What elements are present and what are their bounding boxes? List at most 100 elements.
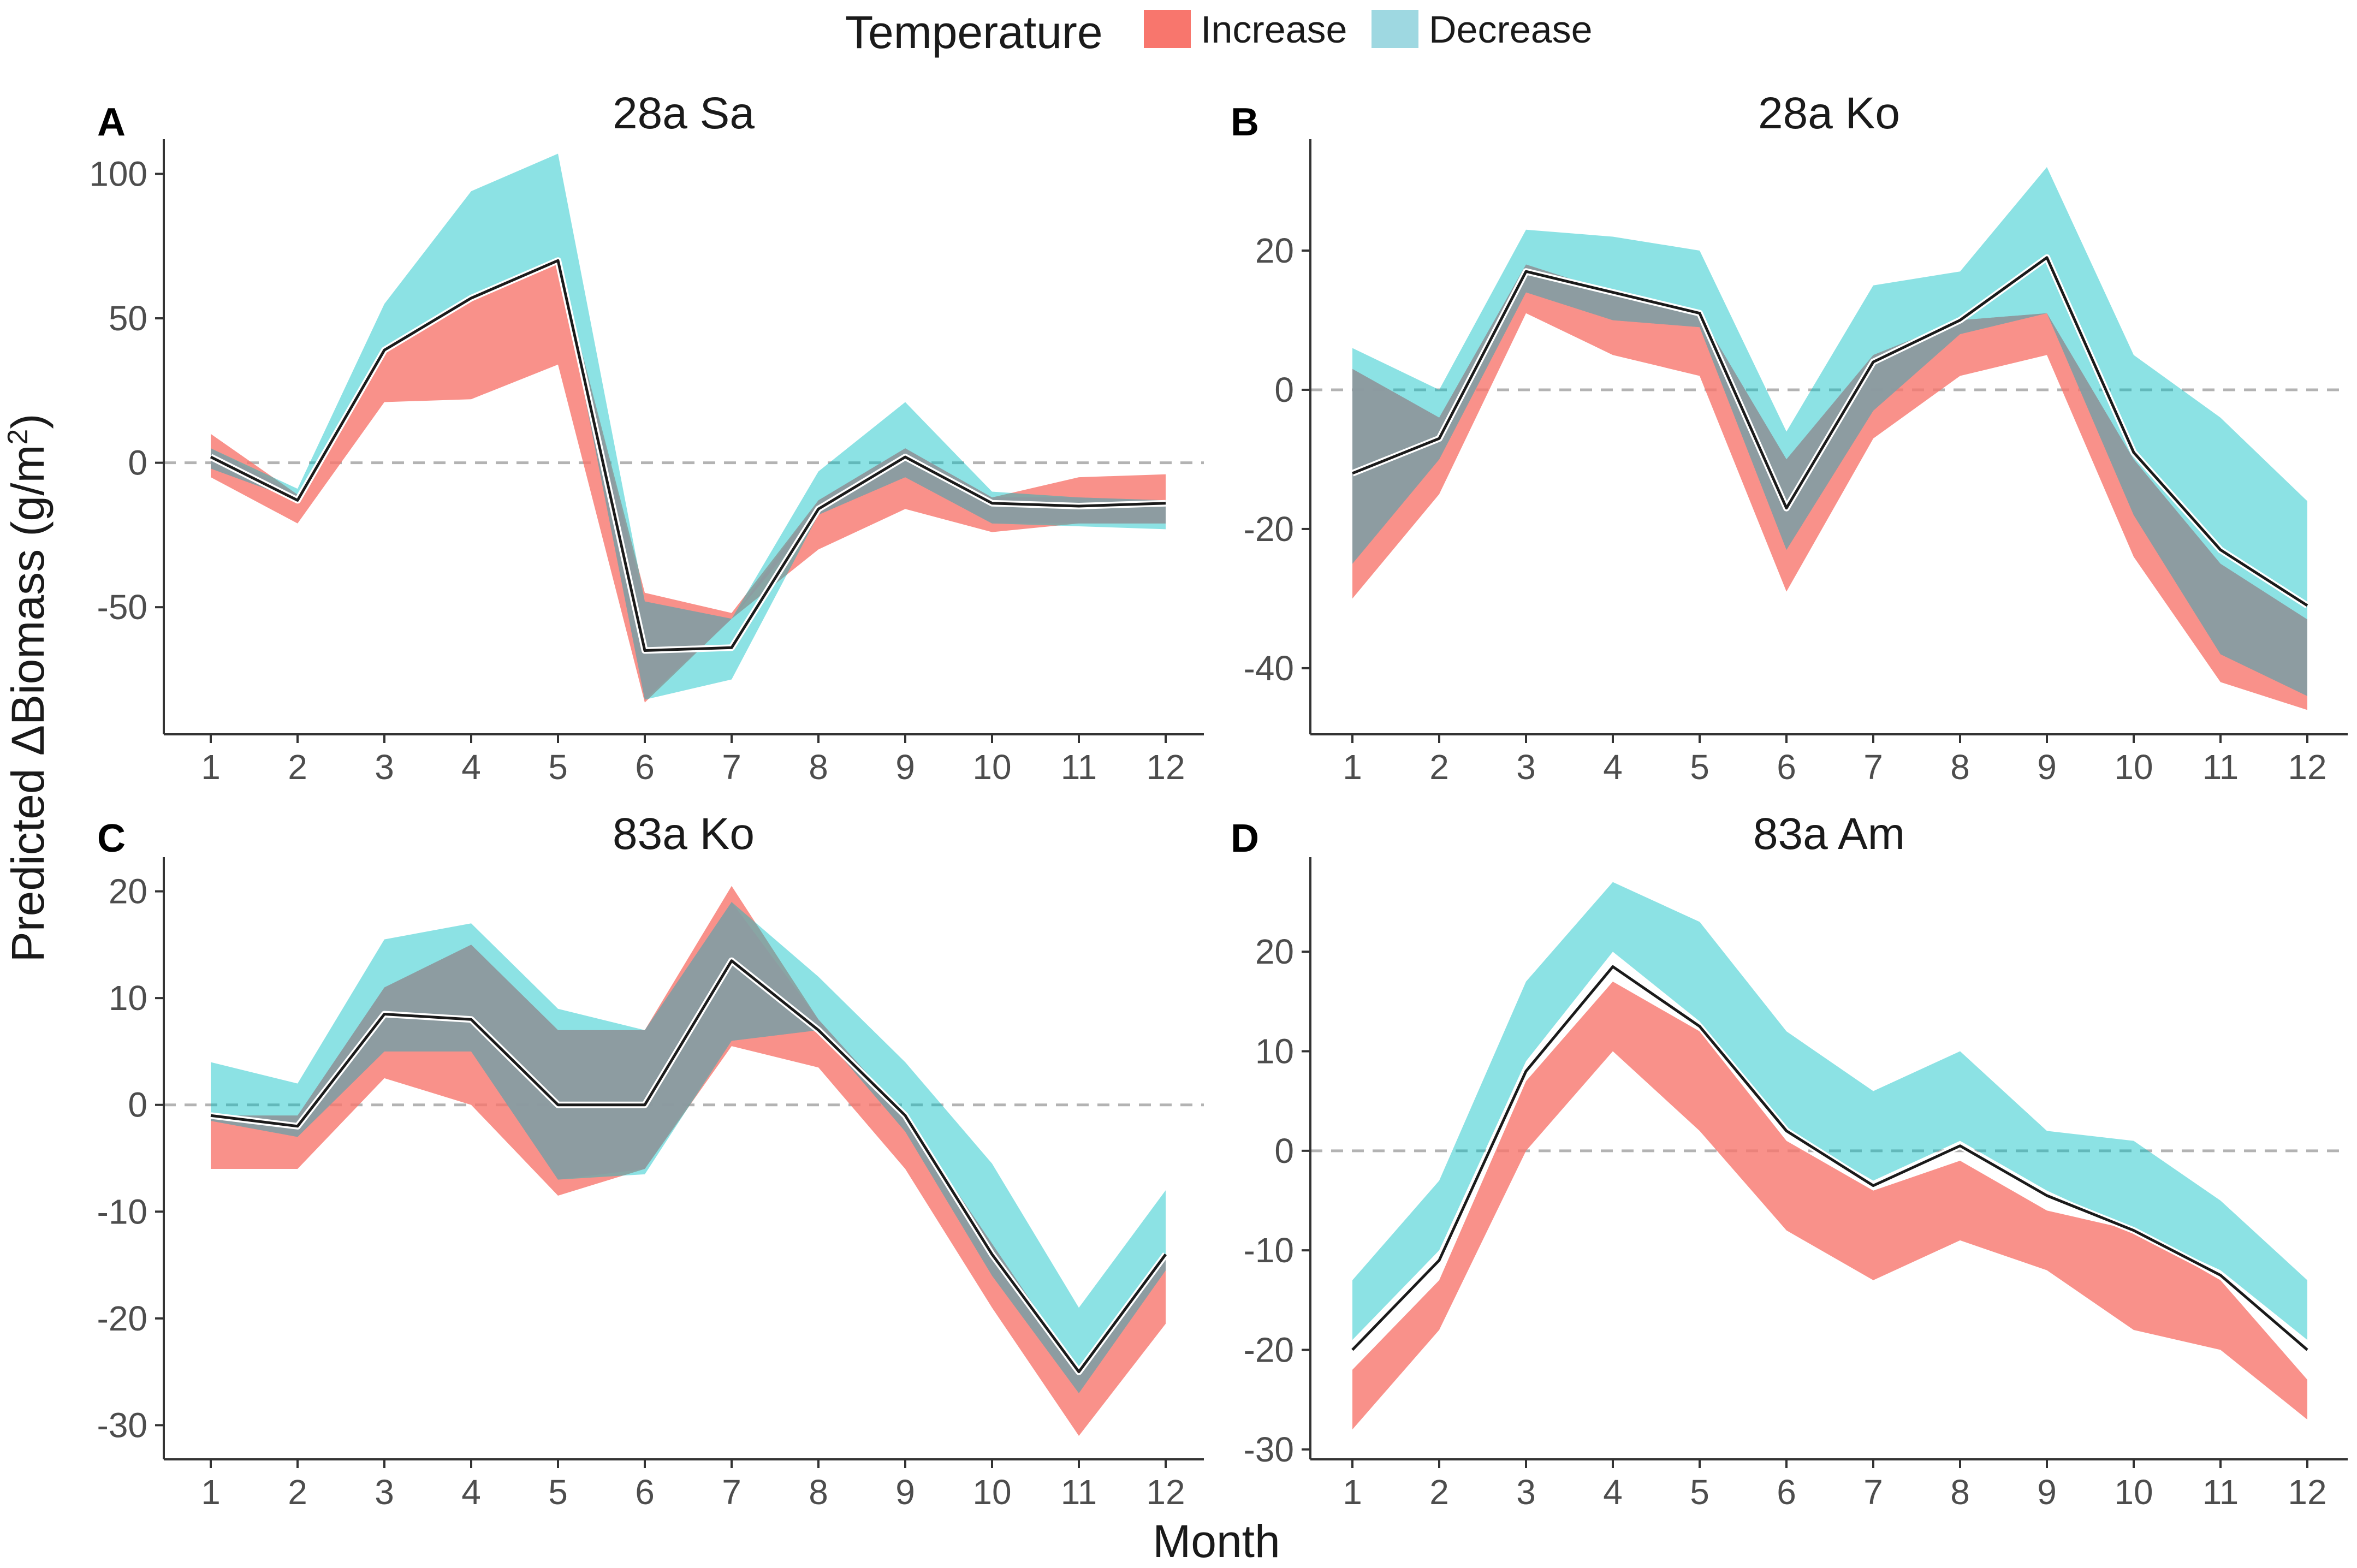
x-tick-label: 4 bbox=[1603, 747, 1623, 787]
ribbon-decrease bbox=[1352, 882, 2307, 1340]
x-tick-label: 2 bbox=[288, 747, 307, 787]
x-tick-label: 7 bbox=[1863, 1472, 1883, 1512]
x-tick-label: 3 bbox=[1516, 1472, 1536, 1512]
x-tick-label: 2 bbox=[288, 1472, 307, 1512]
mean-line bbox=[1351, 965, 2308, 1351]
x-tick-label: 5 bbox=[1690, 1472, 1709, 1512]
x-tick-label: 6 bbox=[635, 747, 655, 787]
panel-tag: B bbox=[1231, 100, 1259, 144]
legend-label-increase: Increase bbox=[1201, 8, 1347, 51]
x-tick-label: 11 bbox=[1061, 1472, 1097, 1512]
legend-swatch-increase bbox=[1144, 10, 1191, 48]
x-tick-label: 4 bbox=[461, 747, 481, 787]
x-tick-label: 6 bbox=[1777, 1472, 1796, 1512]
y-axis-title: Predicted ΔBiomass (g/m2) bbox=[2, 414, 54, 963]
y-tick-label: 0 bbox=[1274, 370, 1294, 409]
mean-line bbox=[210, 259, 1166, 652]
x-tick-label: 9 bbox=[895, 1472, 915, 1512]
y-tick-label: 0 bbox=[128, 443, 147, 483]
x-tick-label: 11 bbox=[2202, 747, 2239, 787]
x-tick-label: 9 bbox=[2037, 747, 2057, 787]
mean-line-halo bbox=[209, 257, 1166, 654]
x-tick-label: 9 bbox=[2037, 1472, 2057, 1512]
x-tick-label: 2 bbox=[1429, 747, 1449, 787]
panel-title: 83a Am bbox=[1753, 809, 1905, 859]
panel-title: 28a Ko bbox=[1758, 88, 1900, 138]
ribbon-increase bbox=[211, 260, 1166, 703]
x-tick-label: 6 bbox=[635, 1472, 655, 1512]
x-tick-label: 1 bbox=[201, 747, 221, 787]
x-tick-label: 1 bbox=[201, 1472, 221, 1512]
panel-tag: A bbox=[97, 100, 126, 144]
x-tick-label: 3 bbox=[375, 747, 394, 787]
panel-title: 28a Sa bbox=[613, 88, 755, 138]
legend-title: Temperature bbox=[845, 7, 1103, 58]
x-tick-label: 8 bbox=[809, 1472, 828, 1512]
y-tick-label: 0 bbox=[1274, 1131, 1294, 1171]
x-tick-label: 2 bbox=[1429, 1472, 1449, 1512]
ribbon-overlap bbox=[211, 260, 1166, 700]
y-tick-label: -20 bbox=[1244, 1330, 1295, 1369]
x-tick-label: 5 bbox=[548, 747, 568, 787]
x-tick-label: 4 bbox=[461, 1472, 481, 1512]
mean-line bbox=[1352, 256, 2308, 607]
y-tick-label: -10 bbox=[97, 1192, 148, 1231]
panel-tag: C bbox=[97, 817, 126, 860]
x-tick-label: 12 bbox=[1146, 1472, 1185, 1512]
legend: Temperature Increase Decrease bbox=[845, 7, 1593, 58]
y-tick-label: 10 bbox=[1255, 1032, 1294, 1071]
y-tick-label: 20 bbox=[109, 872, 147, 911]
x-tick-label: 4 bbox=[1603, 1472, 1623, 1512]
x-tick-label: 10 bbox=[2114, 747, 2153, 787]
ribbon-overlap bbox=[211, 902, 1166, 1393]
x-tick-label: 1 bbox=[1343, 747, 1362, 787]
y-tick-label: 50 bbox=[109, 299, 147, 338]
x-tick-label: 7 bbox=[722, 1472, 741, 1512]
x-tick-label: 8 bbox=[1950, 1472, 1970, 1512]
y-tick-label: -20 bbox=[97, 1299, 148, 1338]
x-tick-label: 5 bbox=[1690, 747, 1709, 787]
x-tick-label: 11 bbox=[2202, 1472, 2239, 1512]
y-tick-label: -50 bbox=[97, 587, 148, 627]
x-tick-label: 6 bbox=[1777, 747, 1796, 787]
y-tick-label: 0 bbox=[128, 1085, 147, 1125]
x-tick-label: 10 bbox=[2114, 1472, 2153, 1512]
legend-label-decrease: Decrease bbox=[1429, 8, 1593, 51]
y-tick-label: -20 bbox=[1244, 509, 1295, 549]
x-tick-label: 1 bbox=[1343, 1472, 1362, 1512]
x-tick-label: 12 bbox=[2288, 1472, 2326, 1512]
x-tick-label: 10 bbox=[972, 747, 1011, 787]
x-tick-label: 8 bbox=[809, 747, 828, 787]
x-axis-title: Month bbox=[1153, 1516, 1280, 1567]
panel-tag: D bbox=[1231, 817, 1259, 860]
ribbon-decrease bbox=[211, 153, 1166, 700]
x-tick-label: 3 bbox=[375, 1472, 394, 1512]
x-tick-label: 3 bbox=[1516, 747, 1536, 787]
y-tick-label: 100 bbox=[89, 154, 147, 193]
x-tick-label: 5 bbox=[548, 1472, 568, 1512]
x-tick-label: 9 bbox=[895, 747, 915, 787]
x-tick-label: 7 bbox=[722, 747, 741, 787]
y-tick-label: 20 bbox=[1255, 932, 1294, 971]
legend-swatch-decrease bbox=[1372, 10, 1418, 48]
y-tick-label: -30 bbox=[1244, 1430, 1295, 1469]
ribbon-increase bbox=[1352, 264, 2307, 710]
y-tick-label: 20 bbox=[1255, 231, 1294, 270]
panel-title: 83a Ko bbox=[613, 809, 755, 859]
x-tick-label: 8 bbox=[1950, 747, 1970, 787]
x-tick-label: 12 bbox=[1146, 747, 1185, 787]
y-tick-label: -10 bbox=[1244, 1231, 1295, 1270]
y-tick-label: -30 bbox=[97, 1405, 148, 1445]
x-tick-label: 10 bbox=[972, 1472, 1011, 1512]
x-tick-label: 11 bbox=[1061, 747, 1097, 787]
mean-line bbox=[210, 959, 1167, 1374]
y-tick-label: -40 bbox=[1244, 649, 1295, 688]
ribbon-increase bbox=[1352, 981, 2307, 1430]
y-tick-label: 10 bbox=[109, 978, 147, 1018]
ribbon-overlap bbox=[1352, 264, 2307, 696]
